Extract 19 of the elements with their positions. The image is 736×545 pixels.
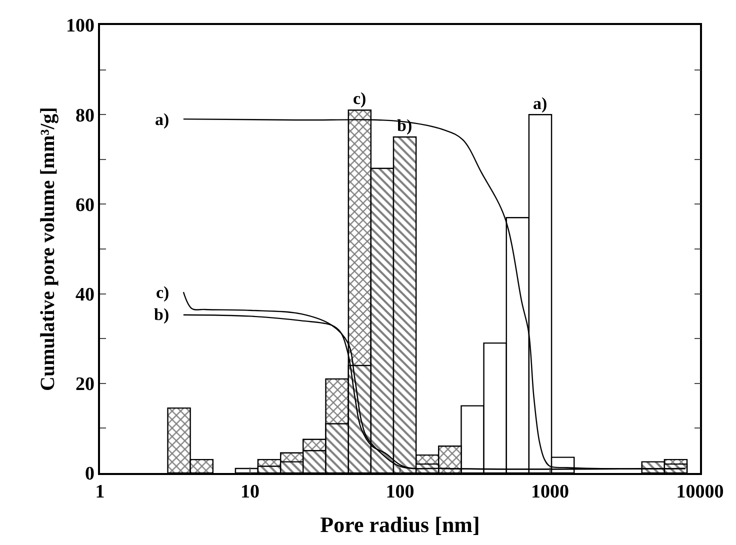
series-label: a) [155,110,170,129]
series-label: b) [397,116,412,135]
series-label: a) [533,94,548,113]
y-tick-label: 100 [66,16,94,37]
y-axis-title: Cumulative pore volume [mm³/g] [36,107,59,391]
x-tick-label: 100 [386,482,414,503]
y-tick-label: 20 [75,374,94,396]
x-tick-label: 10 [240,482,260,503]
y-tick-label: 0 [84,464,94,485]
y-tick-label: 80 [75,105,94,126]
y-tick-label: 60 [75,194,94,216]
x-tick-label: 1000 [531,482,569,503]
y-tick-label: 40 [75,284,94,306]
series-label: b) [154,305,170,324]
x-tick-label: 1 [95,482,105,503]
x-axis-title: Pore radius [nm] [320,512,480,537]
x-tick-label: 10000 [676,482,724,503]
series-label: c) [353,89,366,108]
series-label: c) [156,283,170,302]
